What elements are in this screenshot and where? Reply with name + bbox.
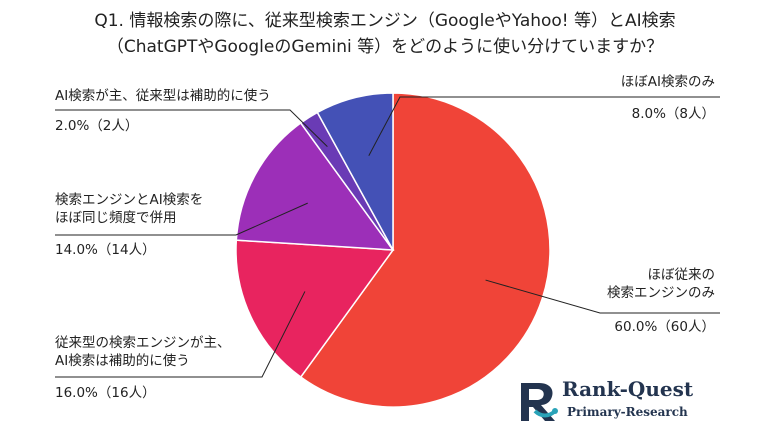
rank-quest-logo-mark-icon [521,383,558,421]
slice-label-0: ほぼ従来の 検索エンジンのみ [607,266,715,302]
leader-line-4 [368,96,720,156]
slice-label-4-line-1: ほぼAI検索のみ [620,74,715,90]
slice-value-4: 8.0%（8人） [631,106,715,122]
slice-label-0-line-1: ほぼ従来の [647,267,716,283]
slice-label-1: 従来型の検索エンジンが主、 AI検索は補助的に使う [55,334,231,370]
slice-value-2: 14.0%（14人） [55,242,156,258]
slice-label-1-line-2: AI検索は補助的に使う [55,353,190,369]
logo-name: Rank-Quest [562,377,694,401]
leader-line-0 [485,279,720,314]
slice-label-2: 検索エンジンとAI検索を ほぼ同じ頻度で併用 [55,191,203,227]
logo-subtitle: Primary-Research [567,405,688,419]
slice-label-3: AI検索が主、従来型は補助的に使う [55,87,271,105]
leader-line-1 [55,291,306,378]
slice-label-2-line-2: ほぼ同じ頻度で併用 [55,210,177,226]
chart-title-line-2: （ChatGPTやGoogleのGemini 等）をどのように使い分けていますか… [106,37,664,57]
pie-slice-1 [235,239,395,379]
chart-title-line-1: Q1. 情報検索の際に、従来型検索エンジン（GoogleやYahoo! 等）とA… [94,11,676,31]
pie-slice-2 [235,121,395,251]
slice-label-1-line-1: 従来型の検索エンジンが主、 [55,335,231,351]
leader-line-2 [55,202,308,236]
slice-label-4: ほぼAI検索のみ [621,73,715,91]
pie-slice-4 [316,92,394,251]
slice-label-3-line-1: AI検索が主、従来型は補助的に使う [55,88,271,104]
leader-line-3 [55,109,328,147]
slice-value-0: 60.0%（60人） [614,319,715,335]
slice-value-3: 2.0%（2人） [55,118,139,134]
chart-title: Q1. 情報検索の際に、従来型検索エンジン（GoogleやYahoo! 等）とA… [0,8,770,60]
slice-value-1: 16.0%（16人） [55,385,156,401]
slice-label-2-line-1: 検索エンジンとAI検索を [55,192,204,208]
pie-slice-0 [299,92,551,408]
slice-label-0-line-2: 検索エンジンのみ [607,285,715,301]
rank-quest-logo: Rank-Quest Primary-Research [515,377,715,425]
